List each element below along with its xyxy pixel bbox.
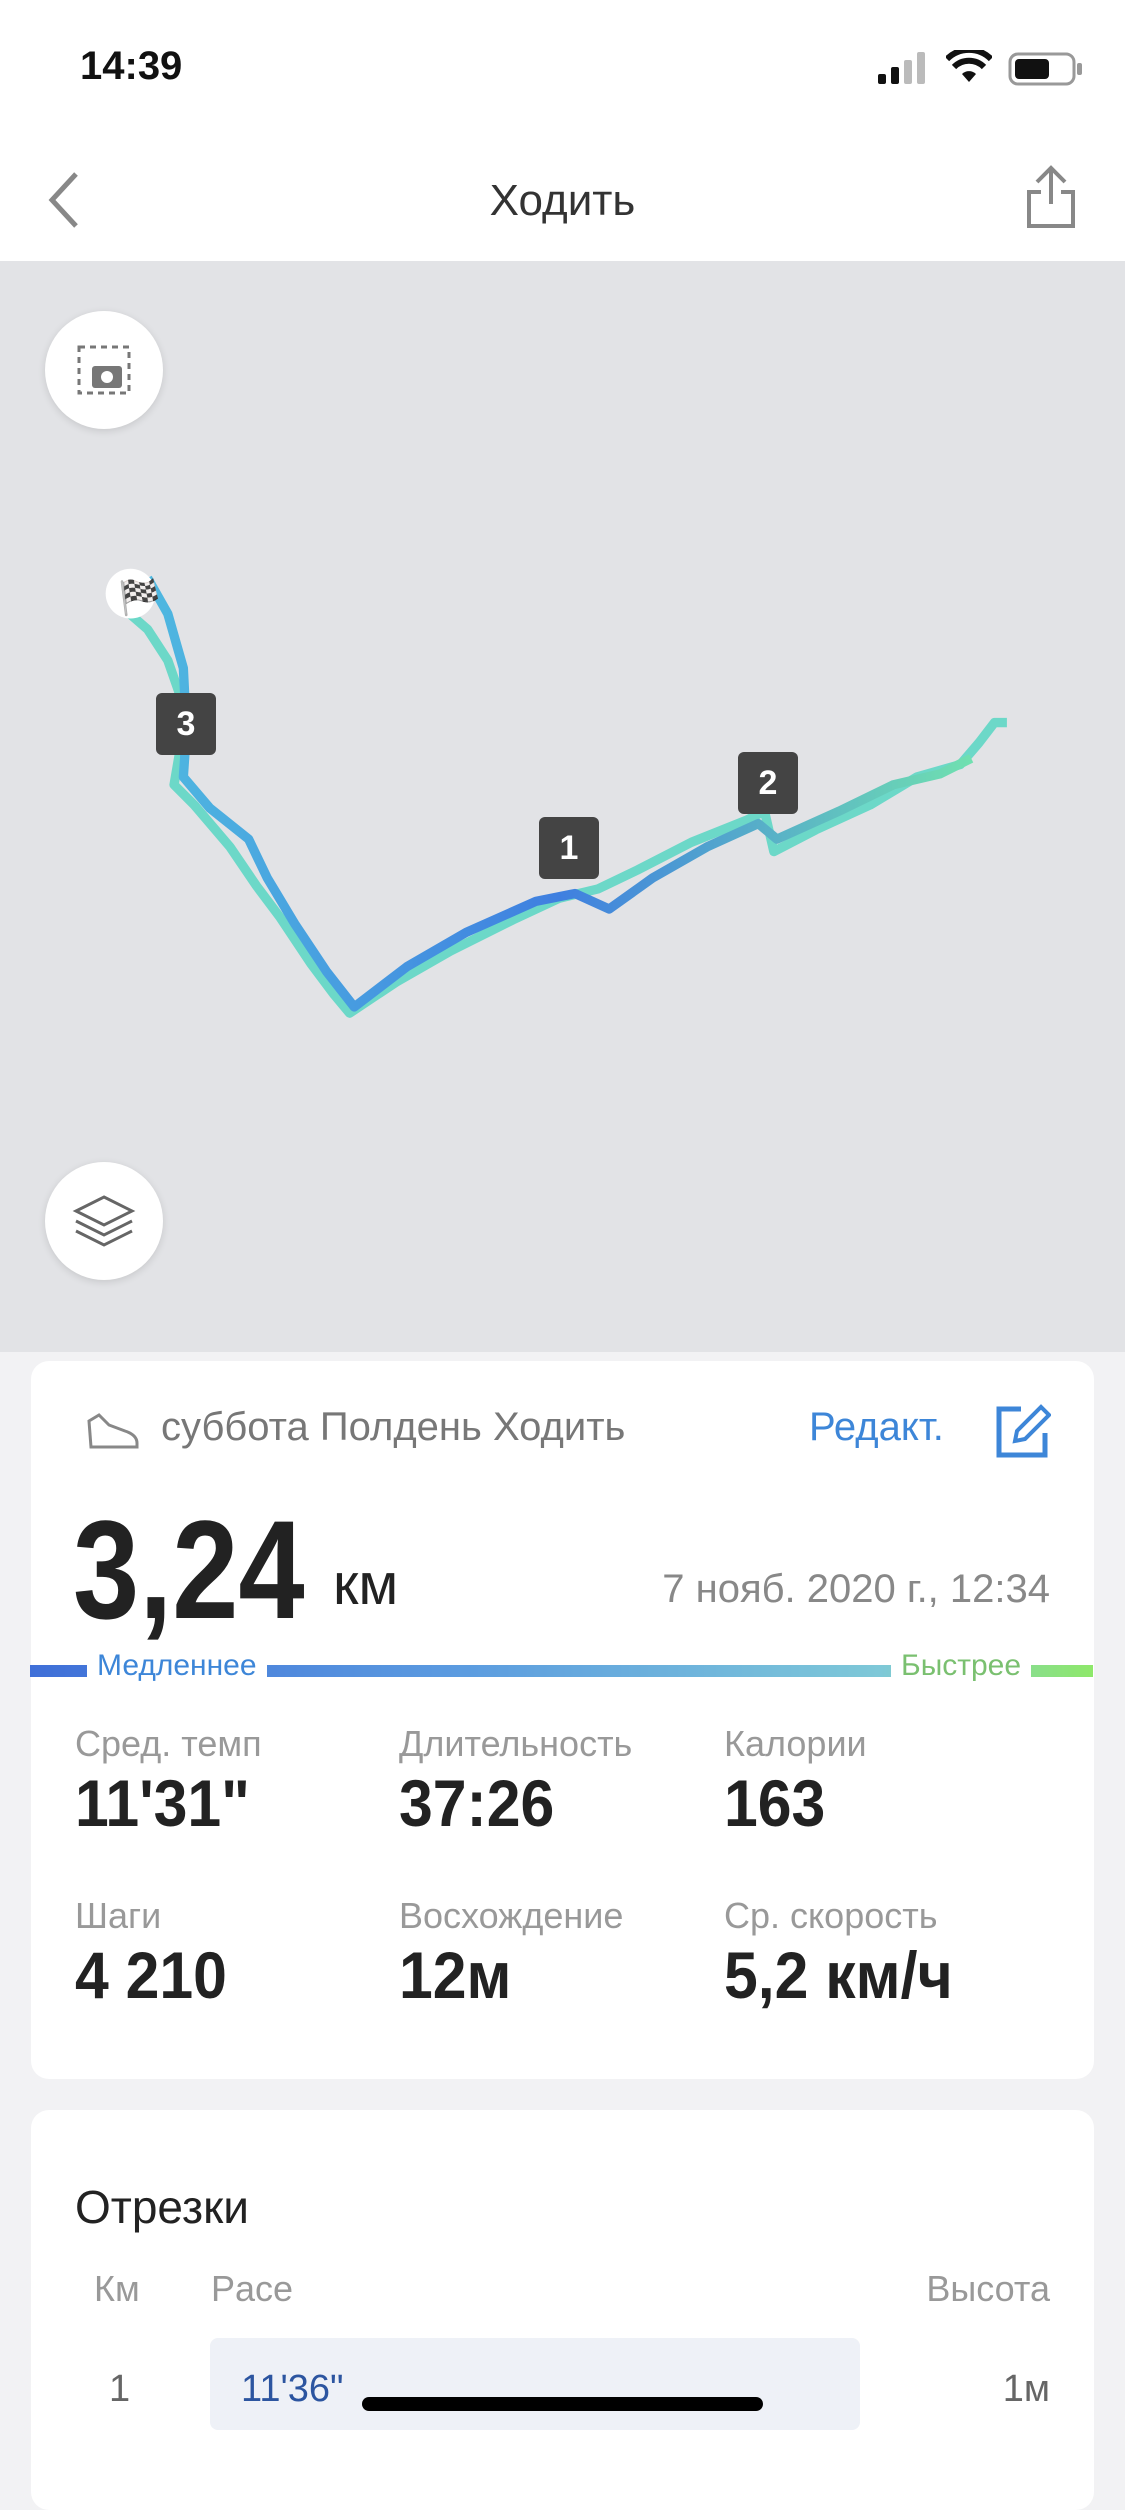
split-km: 1 — [109, 2368, 131, 2410]
stat-label: Ср. скорость — [724, 1895, 938, 1936]
split-marker-1[interactable]: 1 — [539, 817, 599, 879]
distance-unit: км — [333, 1552, 399, 1617]
stat-elevation-gain: Восхождение 12м — [399, 1895, 623, 2013]
stat-value: 12м — [399, 1938, 512, 2012]
stat-value: 11'31" — [75, 1766, 250, 1840]
stat-value: 4 210 — [75, 1938, 227, 2012]
camera-screenshot-icon — [77, 345, 131, 395]
edit-button[interactable]: Редакт. — [809, 1405, 944, 1449]
stat-steps: Шаги 4 210 — [75, 1895, 240, 2013]
summary-card: суббота Полдень Ходить Редакт. 3,24 км 7… — [30, 1361, 1094, 2079]
stat-label: Калории — [724, 1723, 867, 1764]
stat-duration: Длительность 37:26 — [399, 1723, 632, 1841]
column-elevation: Высота — [926, 2268, 1050, 2309]
activity-title: суббота Полдень Ходить — [161, 1405, 626, 1449]
stat-value: 5,2 км/ч — [724, 1938, 953, 2012]
column-km: Км — [94, 2268, 140, 2309]
stat-value: 37:26 — [399, 1766, 555, 1840]
screenshot-button[interactable] — [45, 311, 163, 429]
split-marker-3[interactable]: 3 — [156, 693, 216, 755]
stat-label: Шаги — [75, 1895, 162, 1936]
status-bar: 14:39 — [0, 0, 1125, 140]
page-title: Ходить — [489, 176, 636, 225]
route-path: 🏁 — [105, 568, 1007, 1018]
signal-icon — [878, 52, 925, 84]
chevron-left-icon[interactable] — [44, 170, 84, 230]
stat-value: 163 — [724, 1766, 826, 1840]
stat-label: Длительность — [399, 1723, 633, 1764]
finish-marker — [105, 568, 156, 619]
faster-label: Быстрее — [891, 1649, 1032, 1683]
shoe-icon — [87, 1413, 139, 1449]
share-icon[interactable] — [1025, 164, 1077, 230]
column-pace: Pace — [211, 2268, 294, 2309]
activity-datetime: 7 нояб. 2020 г., 12:34 — [662, 1567, 1050, 1611]
slower-label: Медленнее — [87, 1649, 267, 1683]
split-pace-bar — [210, 2338, 860, 2430]
distance-value: 3,24 — [73, 1491, 305, 1648]
stat-avg-pace: Сред. темп 11'31" — [75, 1723, 265, 1841]
route-map[interactable]: 🏁 3 1 2 — [0, 261, 1125, 1352]
splits-title: Отрезки — [75, 2181, 249, 2233]
wifi-icon — [946, 50, 992, 82]
status-time: 14:39 — [80, 44, 183, 88]
splits-card: Отрезки Км Pace Высота 1 11'36" 1м — [31, 2110, 1094, 2510]
stat-avg-speed: Ср. скорость 5,2 км/ч — [724, 1895, 973, 2013]
stat-calories: Калории 163 — [724, 1723, 867, 1841]
home-indicator[interactable] — [362, 2397, 763, 2411]
split-elevation: 1м — [1002, 2368, 1050, 2410]
layers-icon — [72, 1195, 136, 1247]
layers-button[interactable] — [45, 1162, 163, 1280]
split-marker-2[interactable]: 2 — [738, 752, 798, 814]
nav-header: Ходить — [0, 140, 1125, 261]
stat-label: Восхождение — [399, 1895, 624, 1936]
split-row[interactable]: 1 11'36" 1м — [31, 2338, 1094, 2438]
edit-icon[interactable] — [995, 1403, 1051, 1459]
battery-icon — [1008, 52, 1082, 86]
stat-label: Сред. темп — [75, 1723, 262, 1764]
checkered-flag-icon: 🏁 — [118, 578, 161, 617]
pace-gradient-bar — [30, 1665, 1093, 1677]
split-pace: 11'36" — [241, 2368, 344, 2410]
